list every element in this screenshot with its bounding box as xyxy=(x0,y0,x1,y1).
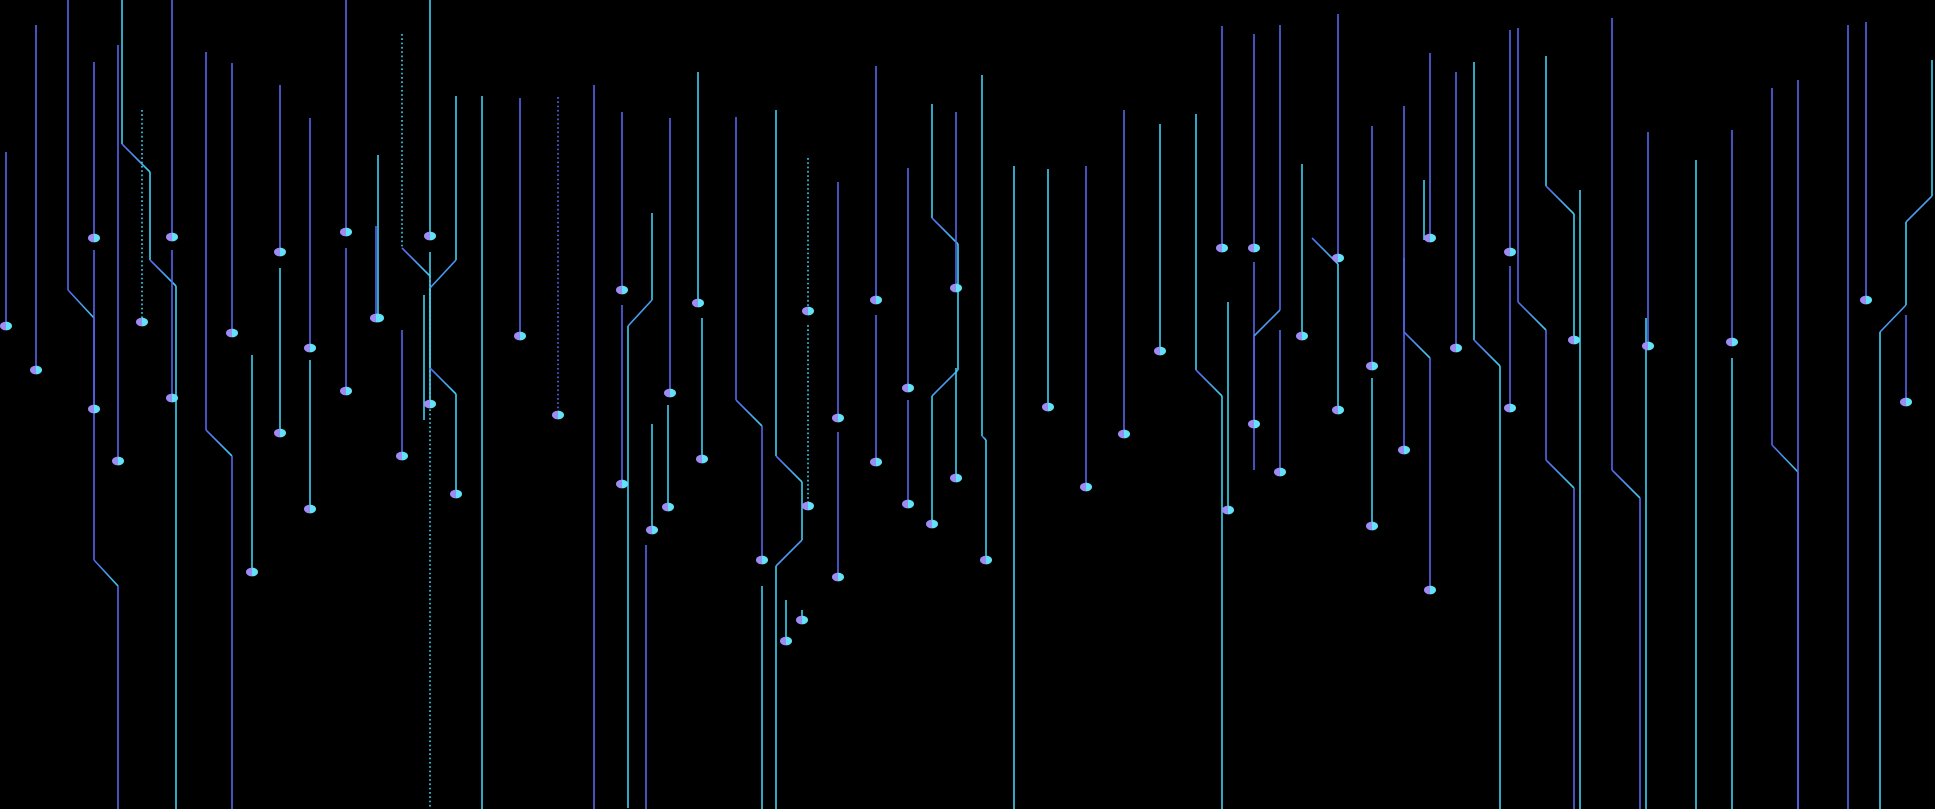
trace-endpoint-node xyxy=(1042,402,1054,412)
trace-endpoint-node xyxy=(226,328,238,338)
trace-endpoint-node xyxy=(832,572,844,582)
trace-endpoint-node xyxy=(902,383,914,393)
trace-endpoint-node xyxy=(514,331,526,341)
trace-endpoint-node xyxy=(112,456,124,466)
trace-segment xyxy=(93,559,119,587)
node-layer xyxy=(0,227,1912,646)
trace-endpoint-node xyxy=(1568,335,1580,345)
trace-endpoint-node xyxy=(1366,361,1378,371)
trace-endpoint-node xyxy=(136,317,148,327)
trace-endpoint-node xyxy=(1118,429,1130,439)
trace-endpoint-node xyxy=(340,386,352,396)
trace-segment xyxy=(775,539,803,567)
trace-endpoint-node xyxy=(1366,521,1378,531)
trace-segment xyxy=(1611,469,1641,499)
trace-endpoint-node xyxy=(1248,419,1260,429)
trace-endpoint-node xyxy=(870,295,882,305)
trace-endpoint-node xyxy=(870,457,882,467)
trace-segment xyxy=(735,399,763,427)
trace-segment xyxy=(1517,301,1547,331)
trace-endpoint-node xyxy=(30,365,42,375)
trace-endpoint-node xyxy=(450,489,462,499)
trace-endpoint-node xyxy=(1900,397,1912,407)
trace-segment xyxy=(1879,304,1907,333)
trace-endpoint-node xyxy=(950,283,962,293)
trace-endpoint-node xyxy=(1398,445,1410,455)
trace-endpoint-node xyxy=(692,298,704,308)
trace-endpoint-node xyxy=(246,567,258,577)
trace-endpoint-node xyxy=(1154,346,1166,356)
trace-segment xyxy=(121,143,151,173)
trace-endpoint-node xyxy=(88,233,100,243)
trace-endpoint-node xyxy=(646,525,658,535)
trace-endpoint-node xyxy=(1222,505,1234,515)
trace-segment xyxy=(1545,459,1575,489)
trace-endpoint-node xyxy=(1332,253,1344,263)
trace-endpoint-node xyxy=(1332,405,1344,415)
trace-endpoint-node xyxy=(832,413,844,423)
trace-segment xyxy=(931,217,959,245)
trace-endpoint-node xyxy=(802,306,814,316)
trace-endpoint-node xyxy=(1504,403,1516,413)
trace-endpoint-node xyxy=(926,519,938,529)
trace-endpoint-node xyxy=(1274,467,1286,477)
trace-segment xyxy=(67,289,95,319)
trace-layer xyxy=(5,0,1933,809)
trace-segment xyxy=(1473,339,1501,367)
trace-endpoint-node xyxy=(88,404,100,414)
trace-endpoint-node xyxy=(1504,247,1516,257)
trace-endpoint-node xyxy=(662,502,674,512)
trace-segment xyxy=(401,247,431,277)
trace-endpoint-node xyxy=(756,555,768,565)
trace-segment xyxy=(1905,195,1933,223)
trace-endpoint-node xyxy=(1080,482,1092,492)
trace-segment xyxy=(981,435,987,441)
trace-endpoint-node xyxy=(1424,233,1436,243)
trace-endpoint-node xyxy=(616,285,628,295)
trace-endpoint-node xyxy=(902,499,914,509)
trace-endpoint-node xyxy=(274,247,286,257)
trace-endpoint-node xyxy=(796,615,808,625)
trace-endpoint-node xyxy=(616,479,628,489)
trace-segment xyxy=(429,259,457,289)
trace-endpoint-node xyxy=(1424,585,1436,595)
trace-endpoint-node xyxy=(1248,243,1260,253)
trace-endpoint-node xyxy=(370,313,382,323)
trace-endpoint-node xyxy=(1726,337,1738,347)
trace-segment xyxy=(627,299,653,327)
trace-endpoint-node xyxy=(1642,341,1654,351)
trace-endpoint-node xyxy=(166,232,178,242)
trace-endpoint-node xyxy=(0,321,12,331)
trace-segment xyxy=(1403,331,1431,359)
trace-endpoint-node xyxy=(1450,343,1462,353)
trace-endpoint-node xyxy=(980,555,992,565)
trace-endpoint-node xyxy=(340,227,352,237)
trace-segment xyxy=(429,367,457,395)
trace-endpoint-node xyxy=(304,504,316,514)
trace-segment xyxy=(1253,309,1281,337)
trace-segment xyxy=(931,369,959,397)
trace-endpoint-node xyxy=(950,473,962,483)
trace-segment xyxy=(775,455,803,483)
trace-endpoint-node xyxy=(396,451,408,461)
trace-endpoint-node xyxy=(274,428,286,438)
trace-segment xyxy=(1195,369,1223,397)
trace-endpoint-node xyxy=(166,393,178,403)
trace-endpoint-node xyxy=(802,501,814,511)
trace-endpoint-node xyxy=(780,636,792,646)
trace-segment xyxy=(205,429,233,457)
trace-endpoint-node xyxy=(1296,331,1308,341)
trace-endpoint-node xyxy=(696,454,708,464)
trace-endpoint-node xyxy=(664,388,676,398)
trace-segment xyxy=(1771,444,1799,473)
trace-endpoint-node xyxy=(552,410,564,420)
trace-segment xyxy=(1545,185,1575,215)
trace-endpoint-node xyxy=(1216,243,1228,253)
trace-endpoint-node xyxy=(424,399,436,409)
trace-endpoint-node xyxy=(304,343,316,353)
trace-endpoint-node xyxy=(1860,295,1872,305)
trace-endpoint-node xyxy=(424,231,436,241)
